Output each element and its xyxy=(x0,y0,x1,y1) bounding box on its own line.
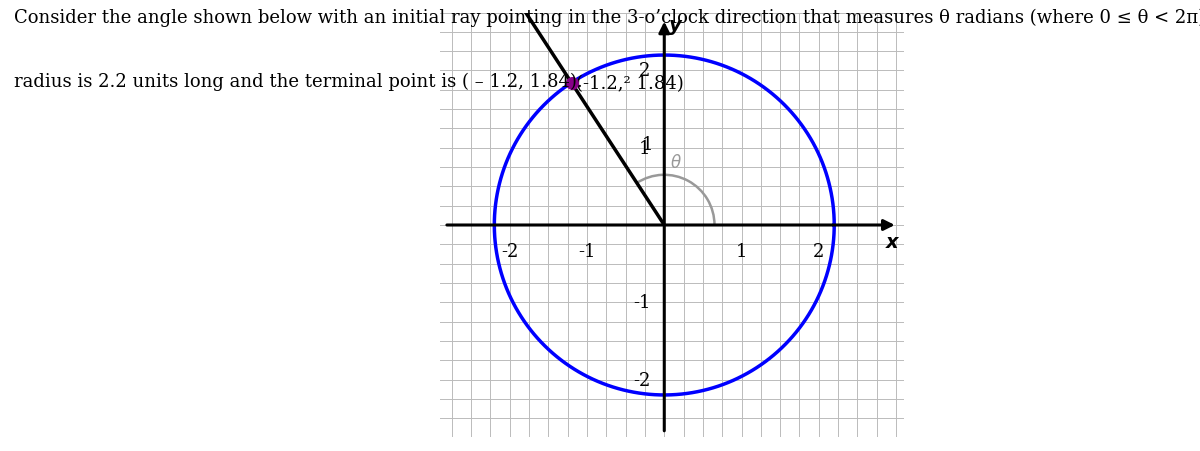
Text: 2: 2 xyxy=(814,243,824,260)
Text: radius is 2.2 units long and the terminal point is ( – 1.2, 1.84).: radius is 2.2 units long and the termina… xyxy=(14,72,583,90)
Text: x: x xyxy=(886,233,899,252)
Text: 1: 1 xyxy=(642,136,653,153)
Text: 1: 1 xyxy=(638,139,650,157)
Text: -2: -2 xyxy=(502,243,518,260)
Text: (-1.2,² 1.84): (-1.2,² 1.84) xyxy=(576,75,684,92)
Text: -1: -1 xyxy=(578,243,595,260)
Text: θ: θ xyxy=(671,153,680,171)
Text: Consider the angle shown below with an initial ray pointing in the 3-o’clock dir: Consider the angle shown below with an i… xyxy=(14,9,1200,27)
Text: 2: 2 xyxy=(638,62,650,80)
Point xyxy=(562,80,581,87)
Text: y: y xyxy=(670,16,683,35)
Text: 1: 1 xyxy=(736,243,748,260)
Text: -2: -2 xyxy=(632,371,650,389)
Text: -1: -1 xyxy=(632,294,650,312)
